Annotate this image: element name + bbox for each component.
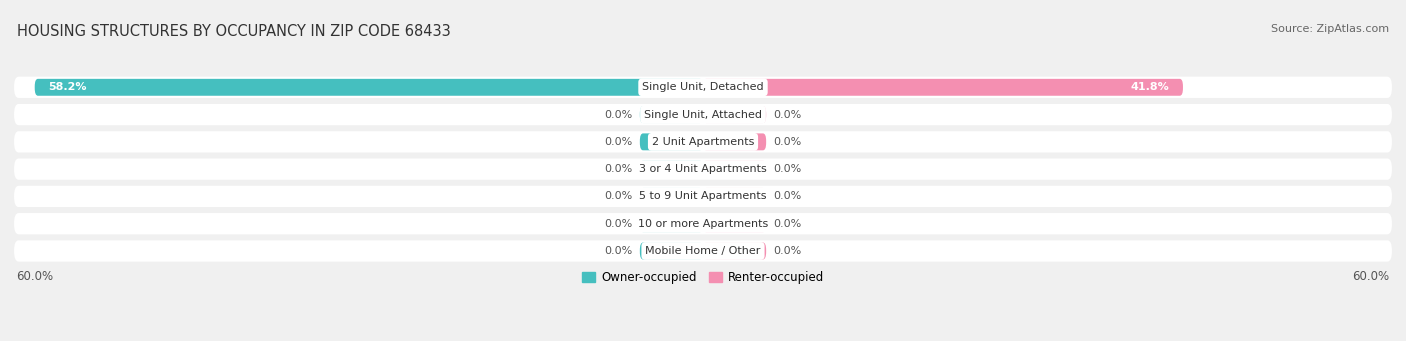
Text: 5 to 9 Unit Apartments: 5 to 9 Unit Apartments [640, 191, 766, 202]
Text: 60.0%: 60.0% [1353, 270, 1389, 283]
FancyBboxPatch shape [640, 188, 703, 205]
FancyBboxPatch shape [14, 104, 1392, 125]
FancyBboxPatch shape [703, 188, 766, 205]
FancyBboxPatch shape [14, 77, 1392, 98]
Text: 41.8%: 41.8% [1130, 82, 1170, 92]
Text: 0.0%: 0.0% [605, 109, 633, 120]
FancyBboxPatch shape [703, 161, 766, 178]
FancyBboxPatch shape [14, 213, 1392, 234]
Text: 0.0%: 0.0% [605, 137, 633, 147]
Text: 0.0%: 0.0% [605, 219, 633, 229]
FancyBboxPatch shape [703, 133, 766, 150]
FancyBboxPatch shape [14, 240, 1392, 262]
Text: 3 or 4 Unit Apartments: 3 or 4 Unit Apartments [640, 164, 766, 174]
Text: 0.0%: 0.0% [773, 191, 801, 202]
Text: 0.0%: 0.0% [773, 246, 801, 256]
Text: 0.0%: 0.0% [605, 164, 633, 174]
Text: 0.0%: 0.0% [773, 109, 801, 120]
FancyBboxPatch shape [703, 242, 766, 260]
Text: 2 Unit Apartments: 2 Unit Apartments [652, 137, 754, 147]
Text: 0.0%: 0.0% [773, 137, 801, 147]
FancyBboxPatch shape [703, 79, 1182, 96]
Text: 0.0%: 0.0% [605, 246, 633, 256]
FancyBboxPatch shape [640, 215, 703, 232]
FancyBboxPatch shape [703, 215, 766, 232]
FancyBboxPatch shape [35, 79, 703, 96]
Text: 58.2%: 58.2% [48, 82, 87, 92]
FancyBboxPatch shape [14, 186, 1392, 207]
Text: 0.0%: 0.0% [773, 219, 801, 229]
FancyBboxPatch shape [14, 131, 1392, 152]
FancyBboxPatch shape [640, 133, 703, 150]
FancyBboxPatch shape [640, 106, 703, 123]
Text: Single Unit, Detached: Single Unit, Detached [643, 82, 763, 92]
FancyBboxPatch shape [640, 242, 703, 260]
Text: Source: ZipAtlas.com: Source: ZipAtlas.com [1271, 24, 1389, 34]
Text: HOUSING STRUCTURES BY OCCUPANCY IN ZIP CODE 68433: HOUSING STRUCTURES BY OCCUPANCY IN ZIP C… [17, 24, 450, 39]
FancyBboxPatch shape [14, 159, 1392, 180]
Text: 0.0%: 0.0% [773, 164, 801, 174]
FancyBboxPatch shape [640, 161, 703, 178]
Text: 0.0%: 0.0% [605, 191, 633, 202]
Text: 10 or more Apartments: 10 or more Apartments [638, 219, 768, 229]
Text: 60.0%: 60.0% [17, 270, 53, 283]
Text: Single Unit, Attached: Single Unit, Attached [644, 109, 762, 120]
FancyBboxPatch shape [703, 106, 766, 123]
Legend: Owner-occupied, Renter-occupied: Owner-occupied, Renter-occupied [578, 267, 828, 289]
Text: Mobile Home / Other: Mobile Home / Other [645, 246, 761, 256]
